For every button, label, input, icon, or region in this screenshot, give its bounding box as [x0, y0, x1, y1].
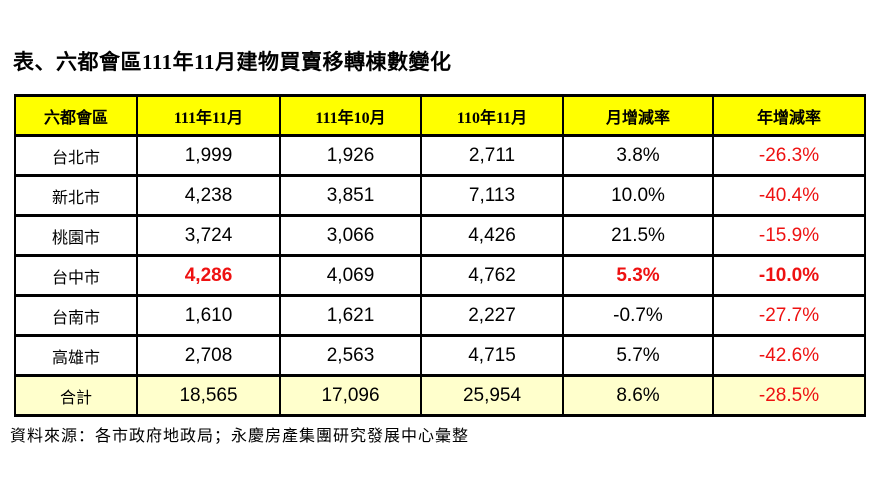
previous-month-value: 1,926: [279, 134, 422, 177]
yoy-change-value: -10.0%: [712, 254, 866, 297]
region-label: 新北市: [14, 174, 138, 217]
source-note: 資料來源：各市政府地政局；永慶房產集團研究發展中心彙整: [10, 428, 470, 445]
transfer-count-table: 六都會區 111年11月 111年10月 110年11月 月增減率 年增減率 台…: [14, 94, 866, 417]
column-header-current-month: 111年11月: [136, 94, 281, 137]
year-ago-value: 2,711: [420, 134, 564, 177]
column-header-mom-change: 月增減率: [562, 94, 714, 137]
yoy-change-total: -28.5%: [712, 374, 866, 417]
table-row-tainan: 台南市 1,610 1,621 2,227 -0.7% -27.7%: [14, 294, 866, 337]
previous-month-value: 1,621: [279, 294, 422, 337]
table-header-row: 六都會區 111年11月 111年10月 110年11月 月增減率 年增減率: [14, 94, 866, 137]
region-label: 台中市: [14, 254, 138, 297]
current-month-value: 3,724: [136, 214, 281, 257]
previous-month-value: 2,563: [279, 334, 422, 377]
current-month-value: 2,708: [136, 334, 281, 377]
column-header-yoy-change: 年增減率: [712, 94, 866, 137]
region-label: 台北市: [14, 134, 138, 177]
previous-month-value: 3,066: [279, 214, 422, 257]
table-row-newtaipei: 新北市 4,238 3,851 7,113 10.0% -40.4%: [14, 174, 866, 217]
table-row-taoyuan: 桃園市 3,724 3,066 4,426 21.5% -15.9%: [14, 214, 866, 257]
mom-change-value: 10.0%: [562, 174, 714, 217]
column-header-year-ago-month: 110年11月: [420, 94, 564, 137]
mom-change-value: 5.3%: [562, 254, 714, 297]
previous-month-total: 17,096: [279, 374, 422, 417]
yoy-change-value: -15.9%: [712, 214, 866, 257]
year-ago-value: 4,762: [420, 254, 564, 297]
current-month-value: 1,610: [136, 294, 281, 337]
table-row-taichung: 台中市 4,286 4,069 4,762 5.3% -10.0%: [14, 254, 866, 297]
year-ago-value: 2,227: [420, 294, 564, 337]
region-label: 桃園市: [14, 214, 138, 257]
mom-change-value: 5.7%: [562, 334, 714, 377]
table-total-row: 合計 18,565 17,096 25,954 8.6% -28.5%: [14, 374, 866, 417]
previous-month-value: 4,069: [279, 254, 422, 297]
region-label: 高雄市: [14, 334, 138, 377]
mom-change-total: 8.6%: [562, 374, 714, 417]
column-header-previous-month: 111年10月: [279, 94, 422, 137]
year-ago-value: 4,426: [420, 214, 564, 257]
yoy-change-value: -26.3%: [712, 134, 866, 177]
page-title: 表、六都會區111年11月建物買賣移轉棟數變化: [13, 50, 452, 74]
region-label: 台南市: [14, 294, 138, 337]
current-month-value: 1,999: [136, 134, 281, 177]
column-header-region: 六都會區: [14, 94, 138, 137]
current-month-total: 18,565: [136, 374, 281, 417]
mom-change-value: 3.8%: [562, 134, 714, 177]
total-label: 合計: [14, 374, 138, 417]
yoy-change-value: -42.6%: [712, 334, 866, 377]
year-ago-total: 25,954: [420, 374, 564, 417]
current-month-value: 4,238: [136, 174, 281, 217]
mom-change-value: 21.5%: [562, 214, 714, 257]
yoy-change-value: -40.4%: [712, 174, 866, 217]
year-ago-value: 4,715: [420, 334, 564, 377]
mom-change-value: -0.7%: [562, 294, 714, 337]
year-ago-value: 7,113: [420, 174, 564, 217]
current-month-value: 4,286: [136, 254, 281, 297]
yoy-change-value: -27.7%: [712, 294, 866, 337]
table-row-taipei: 台北市 1,999 1,926 2,711 3.8% -26.3%: [14, 134, 866, 177]
table-row-kaohsiung: 高雄市 2,708 2,563 4,715 5.7% -42.6%: [14, 334, 866, 377]
previous-month-value: 3,851: [279, 174, 422, 217]
